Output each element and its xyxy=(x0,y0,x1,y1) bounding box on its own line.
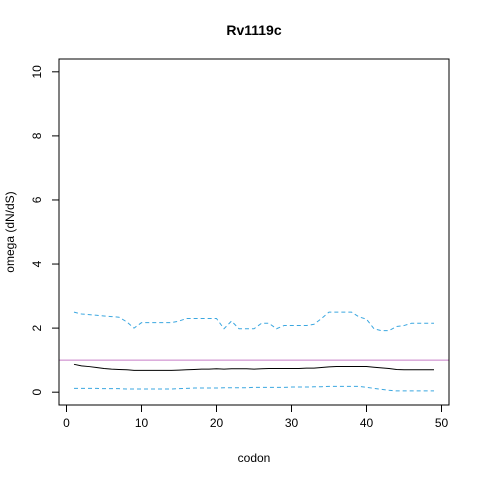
y-tick-label: 6 xyxy=(30,196,44,203)
y-tick-label: 4 xyxy=(30,260,44,267)
x-tick-label: 20 xyxy=(210,416,224,430)
y-axis-label: omega (dN/dS) xyxy=(3,191,17,272)
series-line-upper xyxy=(73,311,434,332)
y-tick-label: 8 xyxy=(30,132,44,139)
x-tick-label: 10 xyxy=(135,416,149,430)
x-tick-label: 50 xyxy=(435,416,449,430)
chart-title: Rv1119c xyxy=(226,22,281,38)
x-axis-label: codon xyxy=(238,451,271,465)
plot-frame xyxy=(58,58,450,406)
y-tick-label: 10 xyxy=(30,65,44,79)
x-tick-label: 0 xyxy=(63,416,70,430)
series-line-lower xyxy=(74,385,434,392)
series-line-estimate xyxy=(73,363,434,371)
x-tick-label: 30 xyxy=(285,416,299,430)
x-tick-label: 40 xyxy=(360,416,374,430)
y-tick-label: 0 xyxy=(30,389,44,396)
y-tick-label: 2 xyxy=(30,324,44,331)
